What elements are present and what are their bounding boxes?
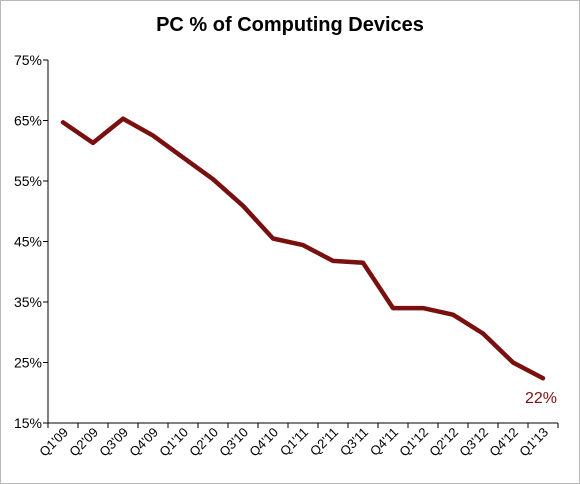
x-axis-ticks: Q1'09Q2'09Q3'09Q4'09Q1'10Q2'10Q3'10Q4'10… bbox=[36, 423, 559, 460]
chart-title: PC % of Computing Devices bbox=[156, 14, 424, 36]
x-tick-label: Q3'09 bbox=[96, 425, 131, 460]
x-tick-label: Q3'11 bbox=[337, 425, 371, 459]
x-tick-label: Q4'09 bbox=[126, 425, 161, 460]
y-tick-label: 45% bbox=[14, 234, 42, 250]
data-labels: 22% bbox=[525, 390, 557, 407]
series-group bbox=[60, 116, 546, 381]
x-tick-label: Q4'10 bbox=[246, 425, 281, 460]
y-tick-label: 75% bbox=[14, 52, 42, 68]
y-tick-label: 65% bbox=[14, 113, 42, 129]
x-tick-label: Q3'10 bbox=[216, 425, 251, 460]
axes bbox=[47, 60, 558, 424]
x-tick-label: Q2'12 bbox=[426, 425, 461, 460]
x-tick-label: Q2'11 bbox=[307, 425, 341, 459]
x-tick-label: Q4'12 bbox=[486, 425, 521, 460]
x-tick-label: Q1'12 bbox=[396, 425, 431, 460]
y-axis-ticks: 15% 25% 35% 45% 55% 65% 75% bbox=[14, 52, 48, 431]
y-tick-label: 55% bbox=[14, 173, 42, 189]
x-tick-label: Q3'12 bbox=[456, 425, 491, 460]
last-point-label: 22% bbox=[525, 390, 557, 407]
series-line bbox=[60, 116, 546, 381]
y-tick-label: 35% bbox=[14, 294, 42, 310]
x-tick-label: Q2'09 bbox=[66, 425, 101, 460]
x-tick-label: Q1'10 bbox=[156, 425, 191, 460]
y-tick-label: 25% bbox=[14, 355, 42, 371]
x-tick-label: Q2'10 bbox=[186, 425, 221, 460]
x-tick-label: Q1'11 bbox=[277, 425, 311, 459]
x-tick-label: Q4'11 bbox=[367, 425, 401, 459]
x-tick-label: Q1'13 bbox=[516, 425, 551, 460]
y-tick-label: 15% bbox=[14, 415, 42, 431]
